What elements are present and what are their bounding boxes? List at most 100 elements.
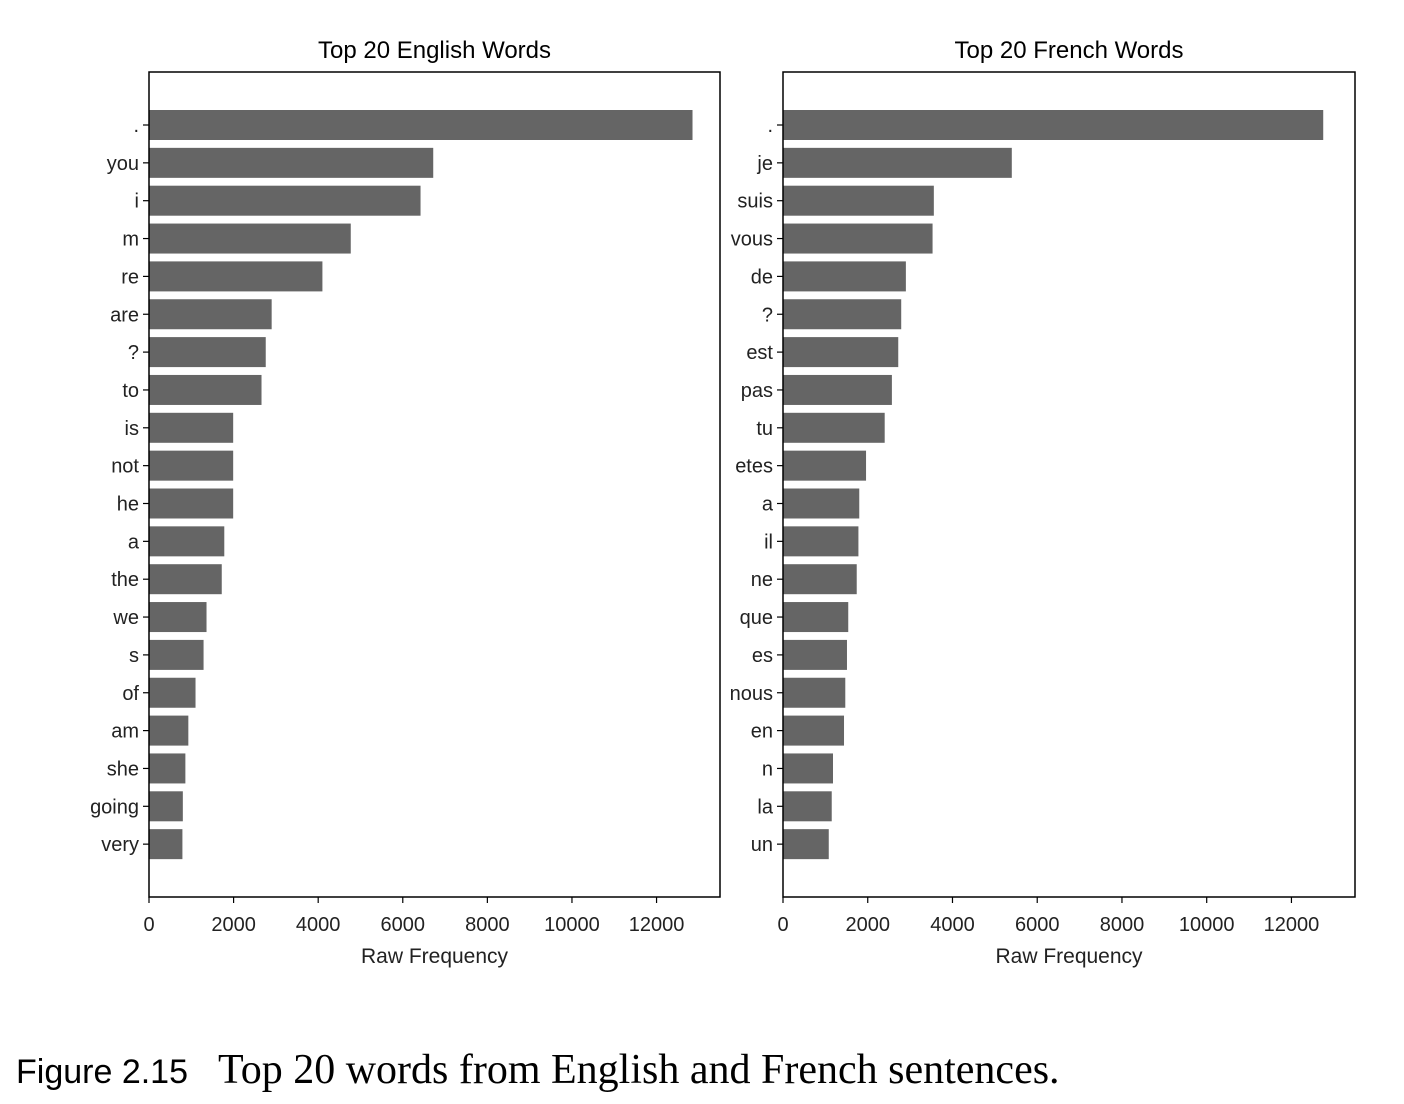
english-y-label-a: a: [128, 531, 140, 553]
french-x-tick-label-10000: 10000: [1179, 914, 1235, 936]
french-words-chart: Top 20 French Words. je suis vous de? est pas t…: [730, 37, 1356, 968]
french-bar-etes: [783, 450, 867, 481]
french-chart-title: Top 20 French Words: [955, 37, 1184, 64]
french-bar-que: [783, 602, 849, 633]
english-bar-we: [149, 602, 207, 633]
french-bar-en: [783, 715, 845, 746]
french-bar-pas: [783, 374, 892, 405]
english-chart-title: Top 20 English Words: [318, 37, 551, 64]
english-x-tick-label-6000: 6000: [381, 914, 426, 936]
english-y-label-i: i: [135, 191, 139, 213]
french-bar-est: [783, 337, 899, 368]
caption-label: Figure 2.15: [16, 1053, 188, 1091]
french-plot-frame: [782, 71, 1356, 898]
english-bar-the: [149, 564, 222, 595]
english-x-tick-label-12000: 12000: [629, 914, 685, 936]
french-y-label-en: en: [751, 721, 773, 743]
english-y-label-he: he: [117, 494, 139, 516]
french-bar-il: [783, 526, 859, 557]
french-bar-a: [783, 488, 860, 519]
english-bar-not: [149, 450, 234, 481]
english-y-label-very: very: [101, 834, 139, 856]
french-y-label-pas: pas: [741, 380, 773, 402]
english-bar-i: [149, 185, 421, 216]
english-bar-you: [149, 147, 434, 178]
english-y-label-not: not: [111, 456, 139, 478]
english-x-tick-label-0: 0: [143, 914, 154, 936]
english-x-tick-label-8000: 8000: [465, 914, 510, 936]
french-y-label-tu: tu: [756, 418, 773, 440]
french-bar-period: [783, 110, 1324, 140]
french-y-label-un: un: [751, 834, 773, 856]
english-bar-period: [149, 110, 693, 140]
english-bar-are: [149, 299, 272, 330]
english-x-tick-label-2000: 2000: [211, 914, 256, 936]
french-bar-suis: [783, 185, 934, 216]
english-bar-is: [149, 412, 234, 443]
english-bar-am: [149, 715, 189, 746]
french-y-label-question-mark: ?: [762, 304, 773, 326]
english-y-label-is: is: [125, 418, 139, 440]
english-bar-a: [149, 526, 225, 557]
french-y-label-que: que: [740, 607, 773, 629]
english-plot-frame: [148, 71, 721, 898]
french-y-label-il: il: [764, 531, 773, 553]
caption-text: Top 20 words from English and French sen…: [218, 1047, 1060, 1093]
french-y-label-de: de: [751, 266, 773, 288]
french-y-label-a: a: [762, 494, 774, 516]
french-bar-je: [783, 147, 1012, 178]
english-bar-re: [149, 261, 323, 292]
french-bar-question-mark: [783, 299, 902, 330]
english-x-axis-label: Raw Frequency: [361, 945, 509, 968]
french-y-label-period: .: [767, 115, 773, 137]
english-y-label-period: .: [133, 115, 139, 137]
english-y-label-the: the: [111, 569, 139, 591]
english-y-label-question-mark: ?: [128, 342, 139, 364]
french-bar-n: [783, 753, 833, 784]
english-bar-question-mark: [149, 337, 266, 368]
english-y-label-we: we: [112, 607, 139, 629]
french-bar-ne: [783, 564, 857, 595]
french-bar-tu: [783, 412, 885, 443]
english-y-label-you: you: [107, 153, 139, 175]
english-bar-very: [149, 829, 183, 860]
english-bar-s: [149, 639, 204, 670]
english-y-label-s: s: [129, 645, 139, 667]
french-y-label-vous: vous: [731, 229, 773, 251]
english-bar-going: [149, 791, 183, 822]
french-bar-es: [783, 639, 847, 670]
french-y-label-ne: ne: [751, 569, 773, 591]
english-y-label-going: going: [90, 796, 139, 818]
english-y-label-re: re: [121, 266, 139, 288]
french-y-label-suis: suis: [737, 191, 773, 213]
figure-canvas: Top 20 English Words. you im re are? to is not h…: [90, 37, 1356, 968]
english-y-label-am: am: [111, 721, 139, 743]
french-x-tick-label-2000: 2000: [845, 914, 890, 936]
english-bar-of: [149, 677, 196, 708]
english-x-tick-label-10000: 10000: [544, 914, 600, 936]
english-words-chart: Top 20 English Words. you im re are? to is not h…: [90, 37, 721, 968]
english-y-label-are: are: [110, 304, 139, 326]
french-bar-de: [783, 261, 906, 292]
figure-caption: Figure 2.15 Top 20 words from English and…: [16, 1046, 1060, 1094]
french-x-tick-label-8000: 8000: [1100, 914, 1145, 936]
french-y-label-n: n: [762, 758, 773, 780]
english-y-label-she: she: [107, 758, 139, 780]
english-x-tick-label-4000: 4000: [296, 914, 341, 936]
french-y-label-est: est: [746, 342, 773, 364]
english-y-label-to: to: [122, 380, 139, 402]
english-bar-she: [149, 753, 186, 784]
french-x-tick-label-4000: 4000: [930, 914, 975, 936]
english-y-label-m: m: [122, 229, 139, 251]
french-bar-nous: [783, 677, 846, 708]
french-y-label-la: la: [757, 796, 773, 818]
french-x-tick-label-0: 0: [777, 914, 788, 936]
french-x-axis-label: Raw Frequency: [995, 945, 1143, 968]
french-x-tick-label-6000: 6000: [1015, 914, 1060, 936]
english-bar-he: [149, 488, 234, 519]
english-bar-to: [149, 374, 262, 405]
french-bar-vous: [783, 223, 933, 254]
french-y-label-etes: etes: [735, 456, 773, 478]
french-y-label-nous: nous: [730, 683, 773, 705]
french-y-label-je: je: [756, 153, 773, 175]
